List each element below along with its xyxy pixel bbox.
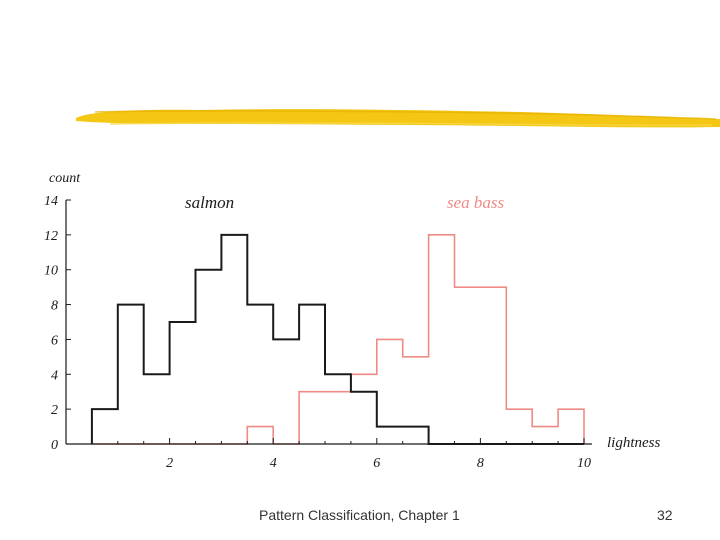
y-tick-label: 8: [51, 299, 58, 314]
y-tick-label: 4: [51, 368, 58, 383]
x-tick-label: 2: [166, 456, 173, 471]
footer-caption: Pattern Classification, Chapter 1: [259, 507, 460, 523]
y-tick-label: 6: [51, 333, 58, 348]
y-tick-label: 0: [51, 438, 58, 453]
y-tick-label: 14: [44, 194, 58, 209]
y-ticks: 0 2 4 6 8 10 12 14: [44, 194, 71, 453]
x-tick-label: 6: [373, 456, 380, 471]
series-layer: [90, 233, 585, 445]
y-tick-label: 2: [51, 403, 58, 418]
x-tick-label: 8: [477, 456, 484, 471]
x-tick-label: 4: [270, 456, 277, 471]
x-tick-label: 10: [577, 456, 591, 471]
x-axis-label: lightness: [607, 435, 660, 451]
series-line-sea-bass: [91, 234, 585, 445]
y-axis-label: count: [49, 171, 81, 186]
x-ticks: 2 4 6 8 10: [91, 438, 591, 471]
page-number: 32: [657, 507, 673, 523]
y-tick-label: 10: [44, 264, 58, 279]
series-line-salmon: [90, 233, 584, 445]
series-label-sea-bass: sea bass: [447, 193, 505, 212]
series-label-salmon: salmon: [185, 193, 234, 212]
y-tick-label: 12: [44, 229, 58, 244]
